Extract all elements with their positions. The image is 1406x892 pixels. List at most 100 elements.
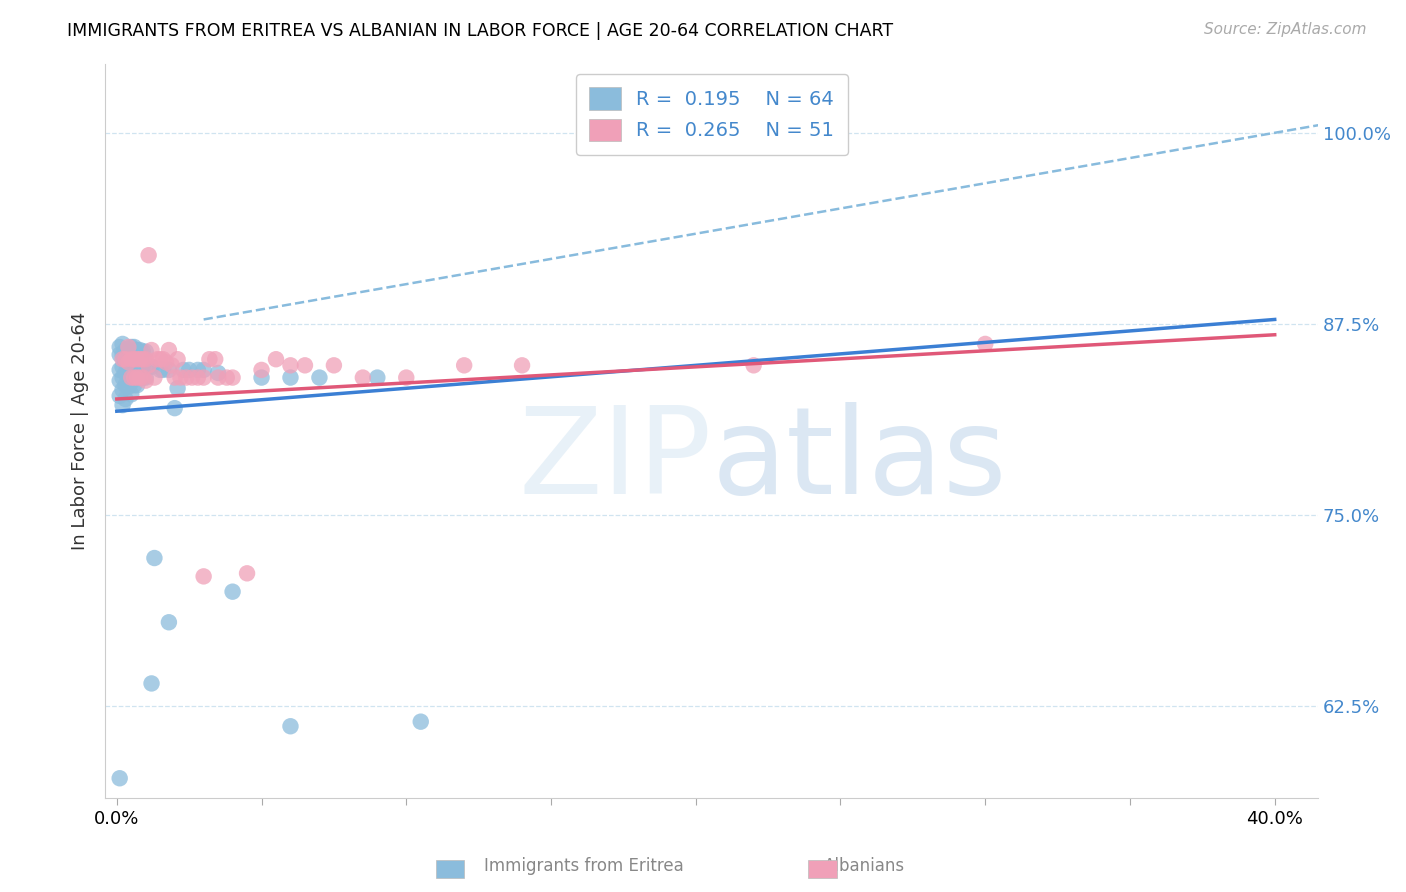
Point (155, 355, 177, 369)
Point (117, 340, 139, 354)
Point (366, 370, 388, 384)
Point (157, 363, 180, 377)
Point (108, 340, 131, 354)
Point (172, 363, 194, 377)
Point (135, 374, 157, 388)
Point (181, 370, 204, 384)
Point (166, 381, 188, 395)
Point (129, 370, 152, 384)
Point (125, 378, 148, 392)
Point (135, 344, 157, 359)
Point (221, 370, 243, 384)
Point (111, 383, 134, 397)
Point (166, 352, 188, 367)
Point (163, 401, 186, 416)
Point (204, 352, 226, 367)
Point (129, 352, 152, 367)
Point (132, 370, 155, 384)
Point (111, 352, 134, 367)
Point (111, 398, 134, 412)
Point (125, 352, 148, 367)
Point (114, 355, 136, 369)
Point (117, 343, 139, 357)
Point (132, 359, 155, 373)
Point (395, 370, 418, 384)
Point (125, 355, 148, 369)
Point (129, 343, 152, 357)
Point (169, 370, 191, 384)
Point (138, 359, 160, 373)
Point (453, 359, 475, 373)
Point (193, 569, 215, 583)
Point (187, 370, 209, 384)
Point (114, 378, 136, 392)
Point (111, 359, 134, 374)
Point (122, 378, 145, 392)
Point (122, 352, 145, 367)
Point (221, 584, 243, 599)
Point (193, 363, 215, 377)
Point (117, 380, 139, 394)
Point (125, 366, 148, 380)
Point (352, 370, 374, 384)
Point (143, 551, 166, 566)
Point (152, 363, 174, 377)
Point (108, 771, 131, 785)
Point (141, 343, 163, 357)
Point (125, 343, 148, 357)
Point (193, 370, 215, 384)
Point (132, 370, 155, 384)
Point (122, 340, 145, 354)
Point (138, 248, 160, 262)
Point (141, 676, 163, 690)
Point (198, 352, 221, 367)
Point (114, 343, 136, 357)
Point (207, 370, 229, 384)
Point (250, 370, 273, 384)
Point (108, 389, 131, 403)
Point (207, 366, 229, 380)
Point (132, 344, 155, 359)
Point (114, 392, 136, 406)
Legend: R =  0.195    N = 64, R =  0.265    N = 51: R = 0.195 N = 64, R = 0.265 N = 51 (576, 74, 848, 154)
Text: ZIP: ZIP (519, 402, 711, 519)
Point (974, 337, 997, 351)
Point (135, 370, 157, 384)
Point (280, 370, 302, 384)
Text: Immigrants from Eritrea: Immigrants from Eritrea (484, 856, 683, 874)
Point (143, 370, 166, 384)
Point (117, 368, 139, 382)
Point (160, 359, 183, 373)
Point (120, 352, 142, 367)
Text: IMMIGRANTS FROM ERITREA VS ALBANIAN IN LABOR FORCE | AGE 20-64 CORRELATION CHART: IMMIGRANTS FROM ERITREA VS ALBANIAN IN L… (67, 22, 894, 40)
Point (111, 348, 134, 362)
Point (120, 352, 142, 367)
Point (122, 370, 145, 384)
Point (120, 375, 142, 389)
Point (114, 366, 136, 380)
Point (149, 363, 172, 377)
Point (120, 363, 142, 377)
Point (322, 359, 344, 373)
Point (108, 363, 131, 377)
Text: Albanians: Albanians (824, 856, 905, 874)
Point (111, 337, 134, 351)
Point (280, 719, 302, 733)
Point (236, 566, 259, 581)
Point (264, 352, 287, 367)
Point (250, 363, 273, 377)
Point (510, 359, 533, 373)
Point (108, 348, 131, 362)
Point (111, 370, 134, 384)
Point (132, 352, 155, 367)
Point (138, 359, 160, 374)
Point (280, 359, 302, 373)
Point (122, 366, 145, 380)
Point (157, 615, 180, 630)
Point (409, 714, 432, 729)
Point (125, 370, 148, 384)
Point (117, 355, 139, 369)
Point (174, 370, 197, 384)
Point (157, 343, 180, 357)
Point (146, 352, 169, 367)
